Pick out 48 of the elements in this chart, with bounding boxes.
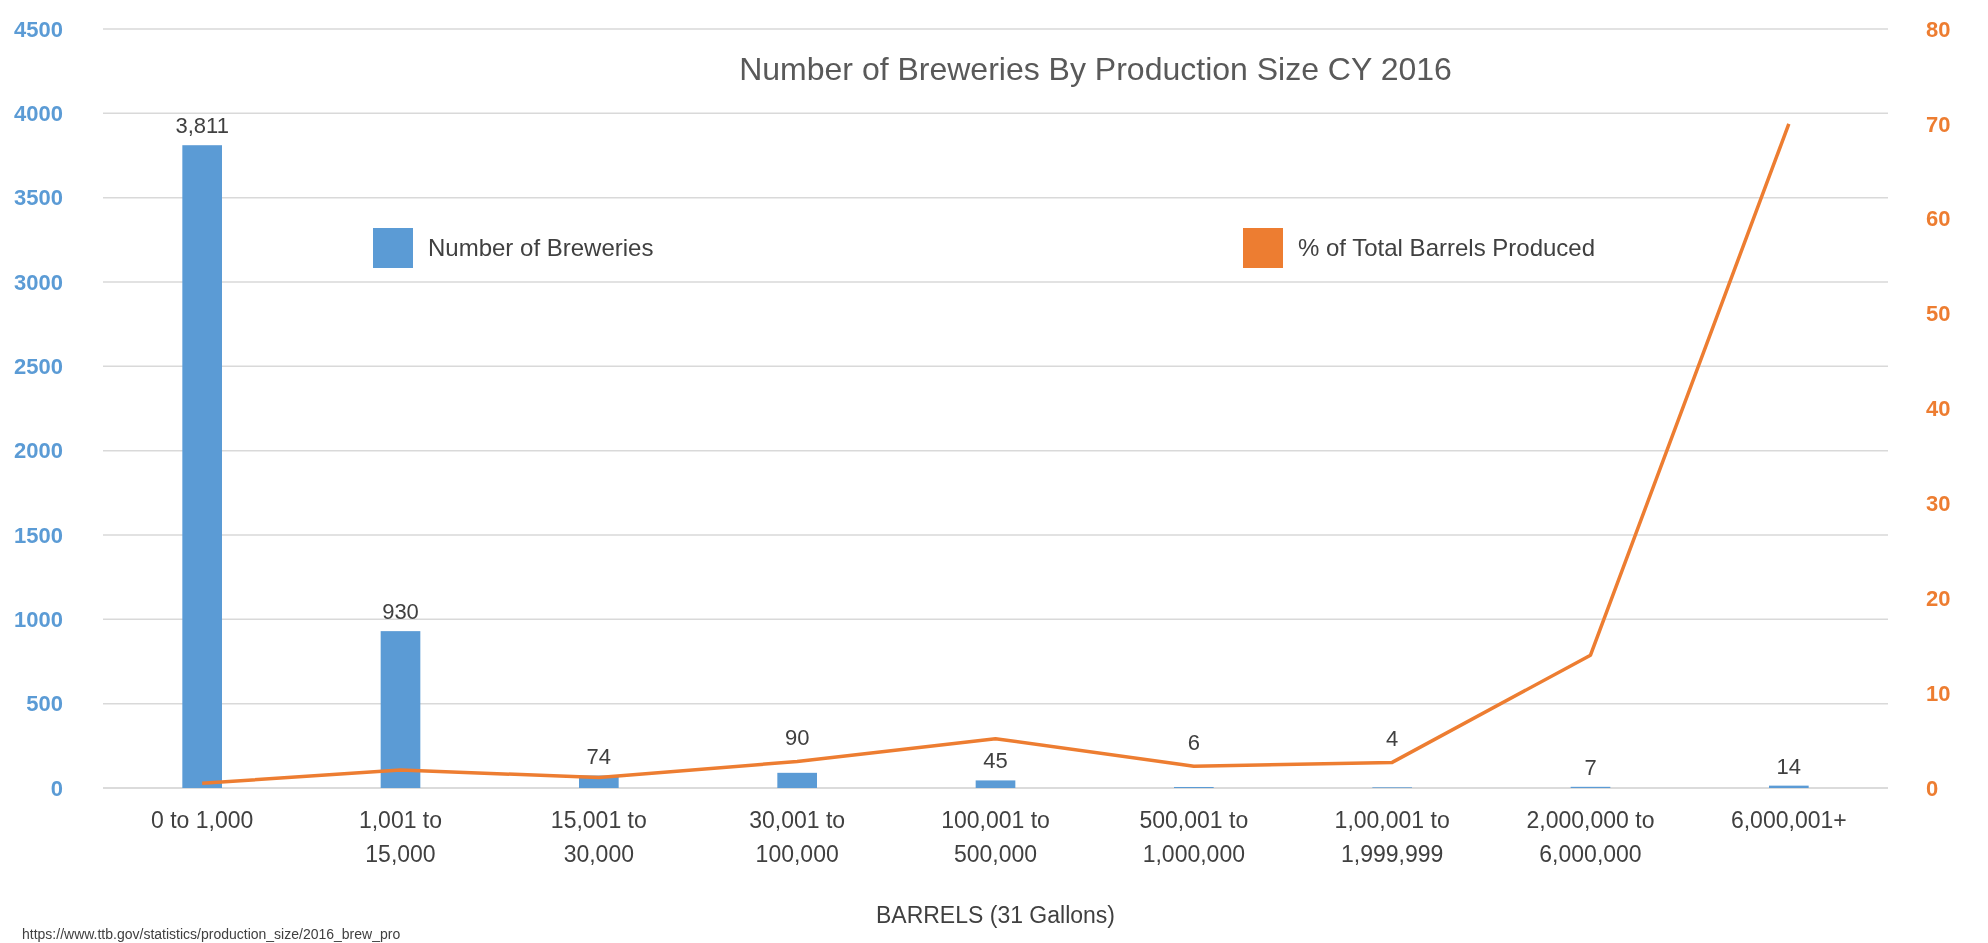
- y2-tick-label: 50: [1926, 301, 1951, 327]
- legend-label: Number of Breweries: [428, 234, 654, 262]
- x-tick-label: 15,001 to 30,000: [550, 807, 647, 867]
- data-label: 90: [784, 725, 810, 751]
- x-tick-label: 1,001 to 15,000: [358, 807, 443, 867]
- legend-label: % of Total Barrels Produced: [1298, 234, 1596, 262]
- y-tick-label: 3500: [14, 185, 63, 211]
- data-label: 14: [1776, 753, 1802, 779]
- y2-tick-label: 30: [1926, 491, 1951, 517]
- y2-tick-label: 60: [1926, 206, 1951, 232]
- x-tick-label: 0 to 1,000: [151, 807, 254, 833]
- x-tick-label: 1,00,001 to 1,999,999: [1334, 807, 1450, 867]
- y-tick-label: 4000: [14, 101, 63, 127]
- y2-tick-label: 10: [1926, 680, 1951, 706]
- x-tick-label: 30,001 to 100,000: [749, 807, 846, 867]
- bar: [975, 780, 1016, 788]
- y-tick-label: 1000: [14, 607, 63, 633]
- bar: [777, 772, 817, 788]
- text: Number of Breweries By Production Size CY 2016: [739, 51, 1452, 87]
- data-label: 45: [983, 748, 1008, 774]
- y2-tick-label: 0: [1926, 775, 1939, 801]
- y2-tick-label: 20: [1926, 585, 1951, 611]
- data-label: 7: [1584, 754, 1597, 780]
- x-tick-label: 100,001 to 500,000: [941, 807, 1050, 867]
- legend-item: % of Total Barrels Produced: [1243, 228, 1596, 268]
- y-tick-label: 1500: [14, 522, 63, 548]
- y-tick-label: 500: [26, 691, 63, 717]
- y-tick-label: 2500: [14, 354, 63, 380]
- legend-item: Number of Breweries: [373, 228, 654, 268]
- data-label: 3,811: [175, 113, 229, 139]
- y2-tick-label: 40: [1926, 396, 1951, 422]
- data-label: 4: [1386, 726, 1399, 752]
- y-tick-label: 3000: [14, 269, 63, 295]
- data-label: 74: [586, 743, 612, 769]
- data-label: 930: [382, 599, 419, 625]
- y-tick-label: 4500: [14, 16, 63, 42]
- y2-tick-label: 70: [1926, 111, 1951, 137]
- x-tick-label: 6,000,001+: [1730, 807, 1847, 833]
- y2-tick-label: 80: [1926, 16, 1951, 42]
- bar: [380, 631, 421, 788]
- bar: [182, 145, 222, 788]
- x-axis-title: BARRELS (31 Gallons): [875, 902, 1116, 928]
- x-tick-label: 500,001 to 1,000,000: [1139, 807, 1249, 867]
- y-tick-label: 0: [50, 775, 63, 801]
- y-tick-label: 2000: [14, 438, 63, 464]
- data-label: 6: [1187, 730, 1200, 756]
- text: https://www.ttb.gov/statistics/production_size/2016_brew_pro: [22, 926, 401, 942]
- x-tick-label: 2,000,000 to 6,000,000: [1526, 807, 1655, 867]
